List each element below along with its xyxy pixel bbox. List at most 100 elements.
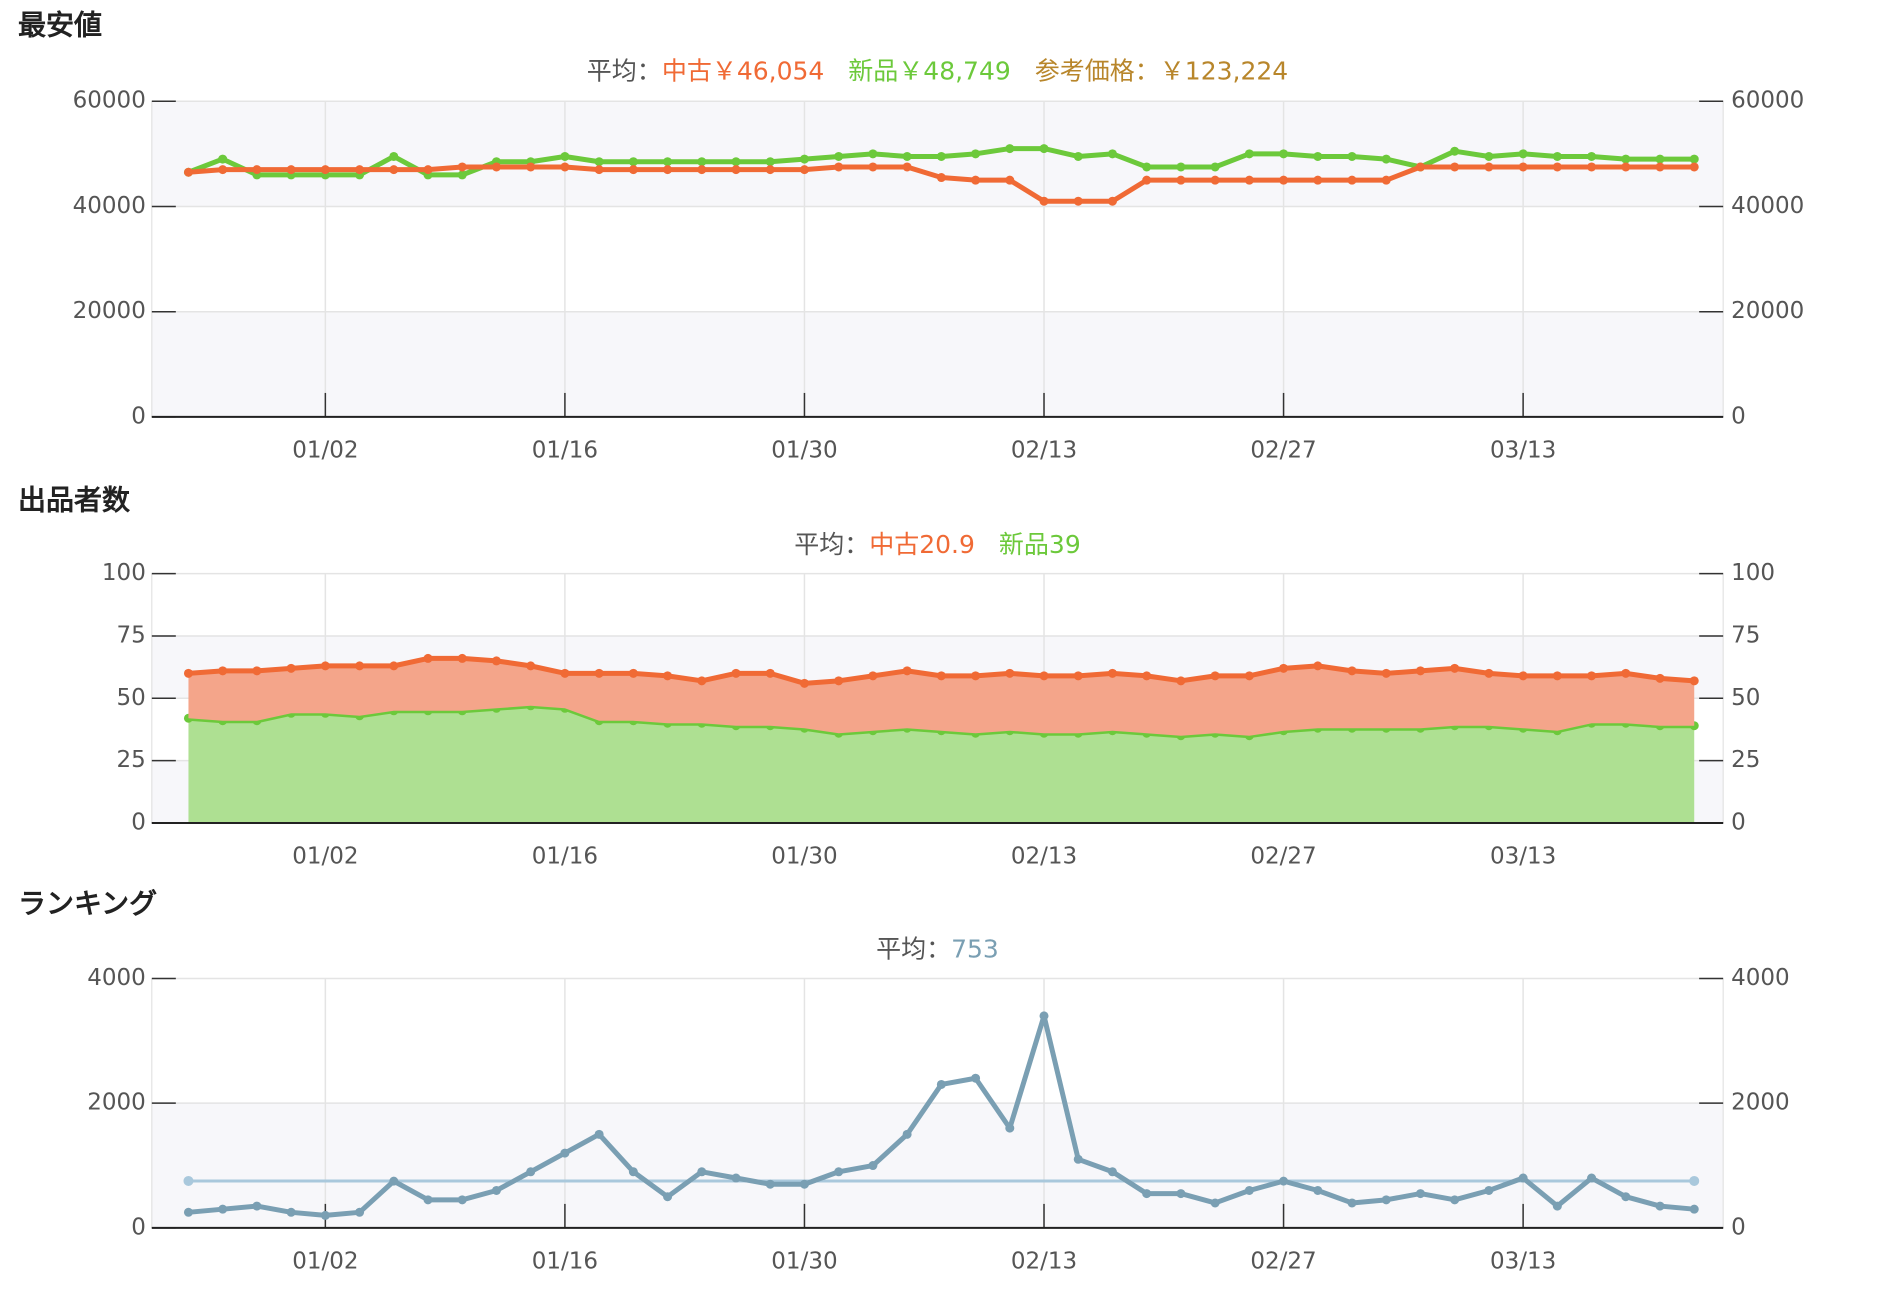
point <box>1518 671 1528 681</box>
y-tick-label: 2000 <box>87 1090 146 1116</box>
point <box>1415 1189 1425 1199</box>
point <box>526 661 536 671</box>
x-tick-label: 02/13 <box>1011 437 1077 463</box>
y2-tick-label: 4000 <box>1731 965 1790 991</box>
point <box>731 157 741 167</box>
point <box>560 162 570 172</box>
y-tick-label: 0 <box>131 810 146 836</box>
point <box>731 165 741 175</box>
point <box>594 668 604 678</box>
y-tick-label: 25 <box>117 747 146 773</box>
x-tick-label: 01/02 <box>292 1248 358 1274</box>
subtitle-label: 平均： <box>876 935 951 964</box>
point <box>183 668 193 678</box>
point <box>1142 162 1152 172</box>
point <box>936 173 946 183</box>
point <box>971 175 981 185</box>
x-tick-label: 03/13 <box>1490 437 1556 463</box>
point <box>1621 162 1631 172</box>
point <box>1073 151 1083 161</box>
point <box>423 165 433 175</box>
y-tick-label: 40000 <box>73 193 146 219</box>
point <box>355 1207 365 1217</box>
point <box>868 671 878 681</box>
point <box>1107 1167 1117 1177</box>
point <box>1142 1189 1152 1199</box>
point <box>1279 149 1289 159</box>
point <box>1073 1154 1083 1164</box>
y2-tick-label: 0 <box>1731 1214 1746 1240</box>
point <box>834 676 844 686</box>
point <box>1381 1195 1391 1205</box>
reference-price: 参考価格：￥123,224 <box>1035 56 1288 85</box>
point <box>1210 162 1220 172</box>
point <box>868 149 878 159</box>
point <box>355 661 365 671</box>
x-tick-label: 02/27 <box>1250 437 1316 463</box>
y2-tick-label: 60000 <box>1731 88 1804 114</box>
point <box>663 671 673 681</box>
point <box>834 151 844 161</box>
point <box>1244 149 1254 159</box>
point <box>902 1129 912 1139</box>
point <box>628 1167 638 1177</box>
point <box>1210 671 1220 681</box>
y2-tick-label: 75 <box>1731 622 1760 648</box>
point <box>1655 1201 1665 1211</box>
point <box>286 1207 296 1217</box>
point <box>663 1192 673 1202</box>
point <box>1176 175 1186 185</box>
point <box>183 1207 193 1217</box>
point <box>799 165 809 175</box>
point <box>1176 1189 1186 1199</box>
y-tick-label: 0 <box>131 403 146 429</box>
point <box>1347 175 1357 185</box>
point <box>971 671 981 681</box>
point <box>252 666 262 676</box>
point <box>628 668 638 678</box>
point <box>1005 175 1015 185</box>
point <box>1655 154 1665 164</box>
point <box>731 1173 741 1183</box>
y2-tick-label: 0 <box>1731 810 1746 836</box>
point <box>1347 666 1357 676</box>
point <box>594 157 604 167</box>
average-dot <box>1689 1175 1700 1186</box>
average-value: 中古20.9 <box>869 530 975 559</box>
point <box>1107 149 1117 159</box>
point <box>663 165 673 175</box>
point <box>1176 162 1186 172</box>
point <box>799 678 809 688</box>
point <box>218 666 228 676</box>
point <box>1244 175 1254 185</box>
point <box>389 165 399 175</box>
x-tick-label: 03/13 <box>1490 844 1556 870</box>
average-value: 新品39 <box>999 530 1081 559</box>
point <box>1005 668 1015 678</box>
point <box>1039 1011 1049 1021</box>
point <box>1484 151 1494 161</box>
point <box>491 1185 501 1195</box>
point <box>457 162 467 172</box>
point <box>868 162 878 172</box>
point <box>423 653 433 663</box>
y2-tick-label: 25 <box>1731 747 1760 773</box>
point <box>936 151 946 161</box>
subtitle-label: 平均： <box>794 530 869 559</box>
point <box>1142 671 1152 681</box>
point <box>1552 671 1562 681</box>
point <box>526 1167 536 1177</box>
y2-tick-label: 2000 <box>1731 1090 1790 1116</box>
point <box>1313 661 1323 671</box>
y2-tick-label: 100 <box>1731 560 1775 586</box>
point <box>1450 162 1460 172</box>
x-tick-label: 01/16 <box>532 844 598 870</box>
x-tick-label: 01/30 <box>771 1248 837 1274</box>
point <box>218 1204 228 1214</box>
point <box>902 162 912 172</box>
point <box>1279 663 1289 673</box>
x-tick-label: 01/02 <box>292 844 358 870</box>
point <box>1587 671 1597 681</box>
point <box>697 165 707 175</box>
point <box>1176 676 1186 686</box>
